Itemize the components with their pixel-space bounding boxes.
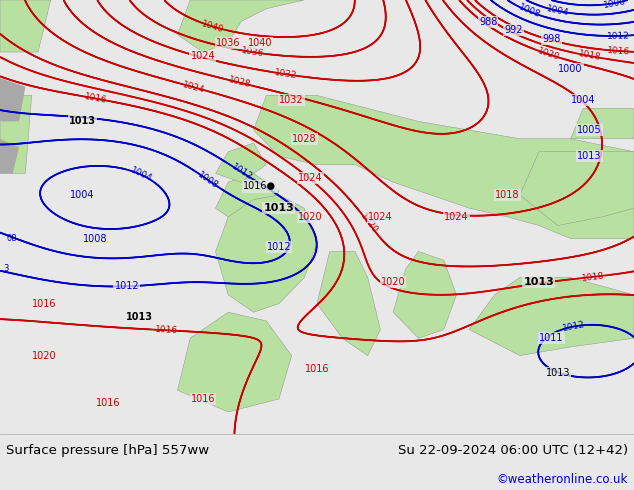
Text: Surface pressure [hPa] 557ww: Surface pressure [hPa] 557ww	[6, 444, 209, 457]
Text: 1012: 1012	[267, 242, 291, 252]
Text: 3: 3	[3, 265, 8, 273]
Text: 1008: 1008	[517, 3, 541, 20]
Text: 1032: 1032	[274, 68, 298, 80]
Text: 1005: 1005	[578, 125, 602, 135]
Text: 1020: 1020	[359, 212, 380, 236]
Polygon shape	[0, 96, 32, 173]
Text: 1013: 1013	[524, 277, 554, 287]
Polygon shape	[571, 108, 634, 139]
Text: 1016: 1016	[96, 398, 120, 408]
Text: 992: 992	[504, 25, 523, 35]
Text: 1028: 1028	[292, 134, 316, 144]
Polygon shape	[520, 152, 634, 225]
Text: 1024: 1024	[368, 212, 392, 222]
Text: 1032: 1032	[280, 95, 304, 105]
Text: 1011: 1011	[540, 333, 564, 343]
Polygon shape	[254, 96, 634, 239]
Polygon shape	[393, 251, 456, 338]
Text: 1040: 1040	[248, 38, 272, 49]
Text: 988: 988	[479, 17, 497, 26]
Text: 1016: 1016	[606, 46, 630, 56]
Text: 1013: 1013	[69, 117, 96, 126]
Text: 1008: 1008	[196, 170, 220, 190]
Polygon shape	[178, 312, 292, 412]
Text: 1013: 1013	[264, 203, 294, 213]
Text: 1013: 1013	[578, 151, 602, 161]
Text: 1028: 1028	[228, 75, 252, 90]
Text: 1024: 1024	[191, 51, 215, 61]
Text: 998: 998	[543, 34, 560, 44]
Text: 1024: 1024	[299, 173, 323, 183]
Text: 1016: 1016	[83, 92, 107, 105]
Text: 1020: 1020	[381, 277, 405, 287]
Polygon shape	[317, 251, 380, 356]
Text: 1012: 1012	[562, 320, 586, 333]
Text: 1016: 1016	[305, 364, 329, 373]
Polygon shape	[216, 143, 266, 182]
Text: 1016●: 1016●	[243, 181, 276, 192]
Text: 1040: 1040	[201, 19, 225, 34]
Text: 1020: 1020	[299, 212, 323, 222]
Text: 1036: 1036	[241, 46, 265, 58]
Text: ©weatheronline.co.uk: ©weatheronline.co.uk	[496, 473, 628, 487]
Polygon shape	[178, 0, 304, 52]
Polygon shape	[0, 78, 25, 122]
Polygon shape	[0, 139, 19, 173]
Text: 1016: 1016	[155, 325, 179, 335]
Text: 1024: 1024	[182, 80, 206, 95]
Text: 1016: 1016	[191, 394, 215, 404]
Text: 1008: 1008	[83, 234, 107, 244]
Text: Su 22-09-2024 06:00 UTC (12+42): Su 22-09-2024 06:00 UTC (12+42)	[398, 444, 628, 457]
Polygon shape	[216, 173, 279, 225]
Text: 1004: 1004	[571, 95, 595, 105]
Text: 1012: 1012	[607, 31, 630, 41]
Polygon shape	[0, 0, 51, 52]
Text: 1000: 1000	[603, 0, 627, 9]
Text: 1012: 1012	[115, 281, 139, 291]
Text: 1004: 1004	[546, 4, 570, 18]
Text: 1018: 1018	[578, 49, 602, 63]
Text: 1018: 1018	[495, 190, 519, 200]
Text: 1024: 1024	[444, 212, 469, 222]
Polygon shape	[469, 277, 634, 356]
Text: 1013: 1013	[126, 312, 153, 321]
Text: 1013: 1013	[546, 368, 570, 378]
Text: 1020: 1020	[536, 46, 560, 62]
Text: 08: 08	[6, 234, 17, 243]
Text: 1004: 1004	[129, 166, 153, 184]
Text: 1020: 1020	[32, 350, 56, 361]
Text: 1036: 1036	[216, 38, 240, 49]
Polygon shape	[216, 195, 317, 312]
Text: 1012: 1012	[230, 162, 254, 182]
Text: 1018: 1018	[581, 271, 605, 283]
Text: 1016: 1016	[32, 298, 56, 309]
Text: 1000: 1000	[559, 64, 583, 74]
Text: 1004: 1004	[70, 190, 94, 200]
